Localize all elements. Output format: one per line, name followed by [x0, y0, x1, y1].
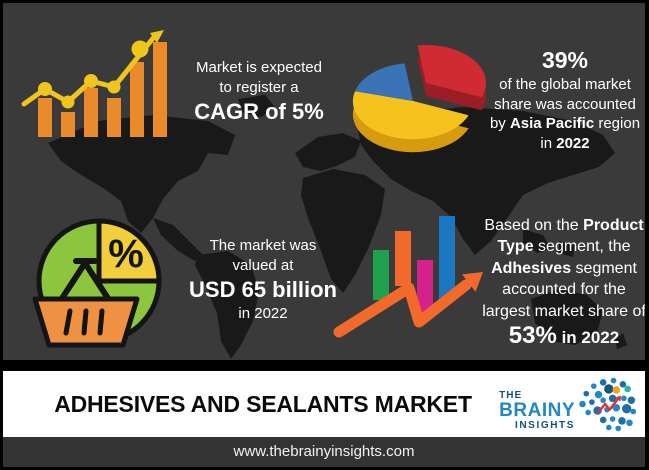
segment-highlight: 53% — [508, 322, 557, 350]
region-line-3: by Asia Pacific region — [489, 115, 641, 133]
segment-line-3: Adhesives segment — [491, 259, 637, 277]
segment-bar-chart-icon — [333, 216, 483, 338]
infographic-canvas: Market is expected to register a CAGR of… — [3, 3, 645, 360]
brainy-insights-logo: THE BRAINY INSIGHTS — [499, 374, 637, 434]
value-line-2: valued at — [232, 256, 294, 274]
logo-word-the: THE — [499, 389, 523, 401]
brain-dots-icon — [579, 377, 637, 432]
segment-stat-block: Based on the Product Type segment, the A… — [479, 215, 645, 350]
region-line-2: share was accounted — [494, 95, 636, 113]
segment-line-2: Type segment, the — [497, 238, 631, 256]
region-highlight: 39% — [541, 47, 589, 73]
logo-word-brainy: BRAINY — [499, 399, 575, 421]
footer-strip: www.thebrainyinsights.com — [3, 437, 645, 467]
segment-highlight-line: 53% in 2022 — [479, 322, 645, 350]
segment-line-5: largest market share of — [482, 302, 645, 320]
region-line-1: of the global market — [499, 75, 631, 93]
value-highlight: USD 65 billion — [189, 276, 337, 302]
region-line-4: in 2022 — [540, 135, 590, 153]
page-title: ADHESIVES AND SEALANTS MARKET — [54, 391, 472, 417]
segment-line-4: accounted for the — [502, 281, 626, 299]
value-stat-block: The market was valued at USD 65 billion … — [187, 236, 339, 324]
logo-word-insights: INSIGHTS — [514, 420, 575, 432]
region-pie-chart-icon — [352, 45, 486, 153]
growth-bar-chart-icon — [21, 30, 167, 137]
cagr-line-2: to register a — [219, 78, 299, 96]
cagr-line-1: Market is expected — [196, 59, 322, 76]
region-stat-block: 39% of the global market share was accou… — [484, 46, 645, 154]
logo-wordmark: THE BRAINY INSIGHTS — [499, 390, 575, 433]
percent-symbol: % — [108, 232, 144, 276]
value-line-1: The market was — [209, 237, 317, 254]
cagr-stat-block: Market is expected to register a CAGR of… — [175, 58, 343, 126]
segment-line-1: Based on the Product — [484, 217, 644, 234]
value-line-3: in 2022 — [238, 305, 288, 323]
cagr-highlight: CAGR of 5% — [194, 98, 324, 124]
website-url: www.thebrainyinsights.com — [233, 443, 415, 460]
market-value-basket-icon: % — [32, 218, 162, 348]
title-bar: ADHESIVES AND SEALANTS MARKET THE BRAINY… — [3, 371, 645, 437]
segment-highlight-suffix: in 2022 — [561, 328, 620, 348]
